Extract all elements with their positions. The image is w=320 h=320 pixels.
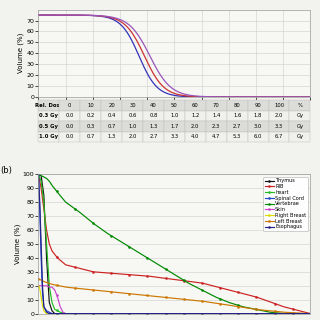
Esophagus	[197, 312, 201, 316]
heart	[242, 312, 245, 316]
Right Breast	[160, 312, 164, 316]
RIB	[308, 312, 312, 316]
Left Breast	[84, 287, 88, 291]
Spinal Cord	[308, 312, 312, 316]
Line: Left Breast: Left Breast	[37, 278, 311, 315]
Spinal Cord	[197, 312, 201, 316]
Line: Spinal Cord: Spinal Cord	[37, 173, 311, 315]
Thymus	[242, 312, 245, 316]
Line: Thymus: Thymus	[37, 173, 311, 315]
Spinal Cord	[160, 312, 164, 316]
Text: (b): (b)	[0, 166, 12, 175]
RIB	[160, 276, 164, 280]
RIB	[36, 172, 40, 176]
Left Breast	[218, 302, 222, 306]
Thymus	[219, 312, 222, 316]
Thymus	[53, 312, 57, 316]
heart	[107, 312, 111, 316]
Right Breast	[36, 284, 40, 288]
Thymus	[36, 172, 40, 176]
Thymus	[85, 312, 89, 316]
Left Breast	[308, 312, 312, 316]
Right Breast	[308, 312, 312, 316]
Line: heart: heart	[37, 173, 311, 315]
Left Breast	[160, 295, 164, 299]
Spinal Cord	[85, 312, 89, 316]
Esophagus	[219, 312, 222, 316]
Line: RIB: RIB	[37, 173, 311, 315]
Left Breast	[107, 290, 110, 293]
heart	[85, 312, 89, 316]
Left Breast	[36, 277, 40, 281]
Thymus	[197, 312, 201, 316]
Spinal Cord	[242, 312, 245, 316]
Skin	[242, 312, 245, 316]
Spinal Cord	[50, 312, 54, 316]
heart	[36, 172, 40, 176]
RIB	[241, 292, 245, 295]
Vertebrae	[308, 312, 312, 316]
Legend: Thymus, RIB, heart, Spinal Cord, Vertebrae, Skin, Right Breast, Left Breast, Eso: Thymus, RIB, heart, Spinal Cord, Vertebr…	[263, 177, 308, 231]
Spinal Cord	[107, 312, 111, 316]
RIB	[218, 286, 222, 290]
Vertebrae	[36, 172, 40, 176]
Line: Right Breast: Right Breast	[37, 285, 311, 315]
Vertebrae	[107, 232, 110, 236]
Line: Vertebrae: Vertebrae	[37, 173, 311, 315]
Line: Esophagus: Esophagus	[37, 173, 311, 315]
Esophagus	[160, 312, 164, 316]
Right Breast	[45, 312, 49, 316]
Skin	[36, 284, 40, 288]
Left Breast	[197, 299, 201, 303]
Skin	[85, 312, 89, 316]
Esophagus	[242, 312, 245, 316]
Esophagus	[107, 312, 111, 316]
Spinal Cord	[36, 172, 40, 176]
Thymus	[308, 312, 312, 316]
heart	[219, 312, 222, 316]
Vertebrae	[282, 312, 285, 316]
Esophagus	[47, 312, 51, 316]
Esophagus	[308, 312, 312, 316]
Right Breast	[242, 312, 245, 316]
Esophagus	[36, 172, 40, 176]
Spinal Cord	[219, 312, 222, 316]
Right Breast	[219, 312, 222, 316]
Thymus	[107, 312, 111, 316]
Skin	[107, 312, 111, 316]
Esophagus	[85, 312, 89, 316]
Right Breast	[197, 312, 201, 316]
Line: Skin: Skin	[37, 285, 311, 315]
Thymus	[160, 312, 164, 316]
Y-axis label: Volume (%): Volume (%)	[18, 33, 24, 74]
heart	[197, 312, 201, 316]
Vertebrae	[197, 286, 201, 290]
Vertebrae	[160, 265, 164, 268]
Skin	[160, 312, 164, 316]
Vertebrae	[241, 305, 245, 309]
heart	[160, 312, 164, 316]
Vertebrae	[84, 216, 88, 220]
RIB	[84, 268, 88, 272]
heart	[308, 312, 312, 316]
RIB	[197, 281, 201, 284]
Skin	[197, 312, 201, 316]
Right Breast	[85, 312, 89, 316]
Left Breast	[241, 306, 245, 309]
Right Breast	[107, 312, 111, 316]
Y-axis label: Volume (%): Volume (%)	[14, 224, 20, 264]
Skin	[219, 312, 222, 316]
Vertebrae	[218, 297, 222, 301]
heart	[64, 312, 68, 316]
Skin	[308, 312, 312, 316]
RIB	[107, 271, 110, 275]
Skin	[64, 312, 68, 316]
